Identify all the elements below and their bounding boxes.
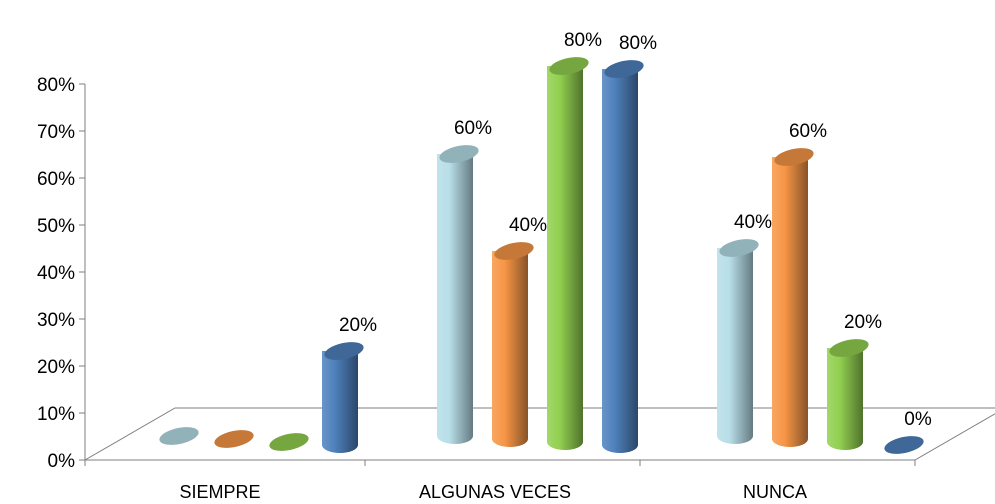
y-tick-label: 50% bbox=[37, 216, 75, 237]
bar-body bbox=[602, 69, 638, 453]
y-tick-label: 40% bbox=[37, 263, 75, 284]
data-label: 40% bbox=[734, 212, 772, 233]
x-axis: SIEMPRE ALGUNAS VECES NUNCA bbox=[179, 482, 807, 502]
bar bbox=[214, 430, 254, 448]
bar bbox=[717, 239, 759, 444]
bar-body bbox=[772, 157, 808, 447]
bar-top bbox=[494, 242, 534, 260]
category-label: SIEMPRE bbox=[179, 482, 260, 502]
data-label: 60% bbox=[789, 121, 827, 142]
bar bbox=[159, 427, 199, 445]
bar bbox=[827, 339, 869, 450]
bar-body bbox=[827, 348, 863, 450]
data-label: 20% bbox=[339, 315, 377, 336]
bar bbox=[322, 342, 364, 453]
data-labels: 20% 60% 40% 80% 80% 40% 60% 20% 0% bbox=[339, 30, 932, 430]
bar-body bbox=[492, 251, 528, 447]
bar bbox=[492, 242, 534, 447]
bar-top bbox=[159, 427, 199, 445]
bar-body bbox=[322, 351, 358, 453]
bar-top bbox=[829, 339, 869, 357]
bar-top bbox=[774, 148, 814, 166]
y-tick-label: 70% bbox=[37, 122, 75, 143]
bar bbox=[547, 57, 589, 450]
data-label: 80% bbox=[619, 33, 657, 54]
y-tick-label: 20% bbox=[37, 357, 75, 378]
bar-body bbox=[437, 154, 473, 444]
bar-top bbox=[269, 433, 309, 451]
data-label: 60% bbox=[454, 118, 492, 139]
bar-top bbox=[549, 57, 589, 75]
data-label: 80% bbox=[564, 30, 602, 51]
bar bbox=[437, 145, 479, 444]
bar-top bbox=[604, 60, 644, 78]
category-label: ALGUNAS VECES bbox=[419, 482, 571, 502]
bar-top bbox=[884, 436, 924, 454]
y-tick-label: 60% bbox=[37, 169, 75, 190]
floor-plane bbox=[83, 407, 995, 461]
data-label: 0% bbox=[904, 409, 932, 430]
bar-body bbox=[547, 66, 583, 450]
y-tick-label: 80% bbox=[37, 75, 75, 96]
y-tick-label: 30% bbox=[37, 310, 75, 331]
chart-floor bbox=[83, 407, 995, 466]
category-label: NUNCA bbox=[743, 482, 807, 502]
bar-body bbox=[717, 248, 753, 444]
bar-top bbox=[439, 145, 479, 163]
data-label: 20% bbox=[844, 312, 882, 333]
bar-top bbox=[214, 430, 254, 448]
data-label: 40% bbox=[509, 215, 547, 236]
bars bbox=[159, 57, 924, 454]
y-tick-label: 0% bbox=[48, 451, 76, 472]
y-axis: 0% 10% 20% 30% 40% 50% 60% 70% 80% bbox=[37, 75, 86, 472]
bar bbox=[884, 436, 924, 454]
bar-top bbox=[324, 342, 364, 360]
y-tick-label: 10% bbox=[37, 404, 75, 425]
bar bbox=[602, 60, 644, 453]
bar bbox=[772, 148, 814, 447]
bar bbox=[269, 433, 309, 451]
bar-top bbox=[719, 239, 759, 257]
